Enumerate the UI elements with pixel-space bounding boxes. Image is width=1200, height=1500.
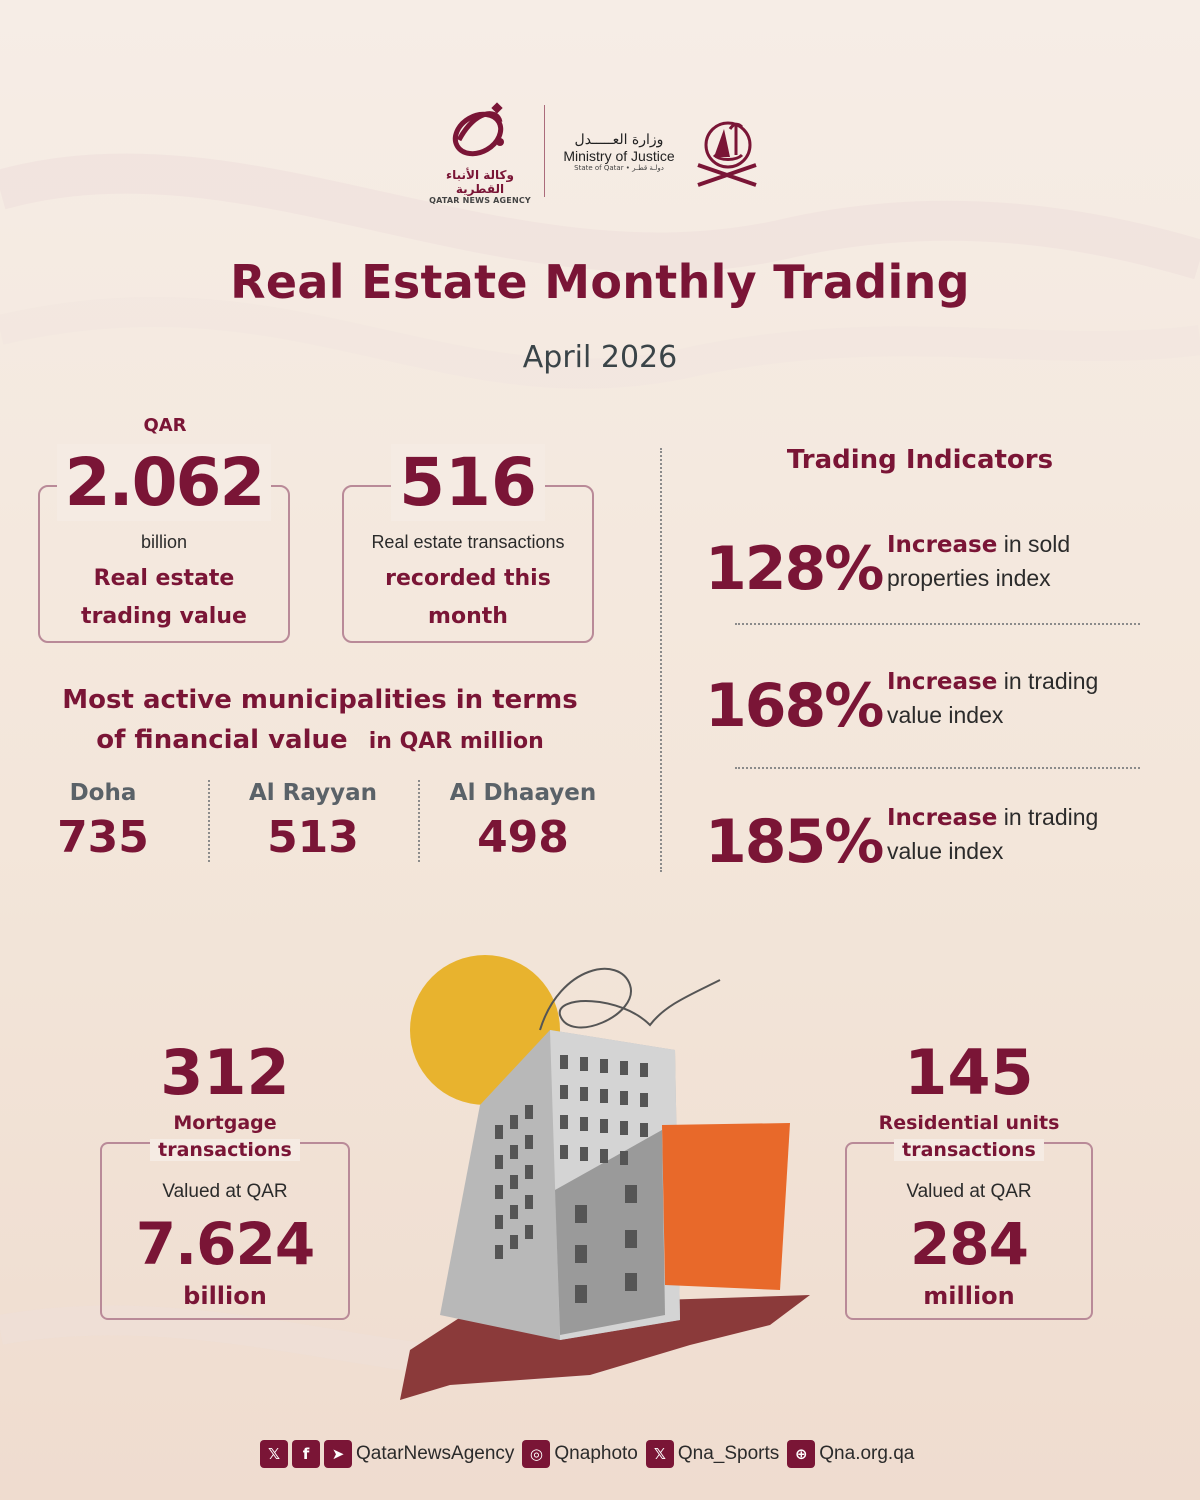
transactions-number: 516 xyxy=(342,444,594,521)
mortgage-label-1: Mortgage xyxy=(173,1112,277,1134)
municipalities-title-line2: of financial value xyxy=(96,725,348,755)
indicator-description: Increase in trading value index xyxy=(887,665,1147,732)
indicator-line2: properties index xyxy=(887,565,1051,591)
footer-website[interactable]: Qna.org.qa xyxy=(819,1443,915,1464)
lowrise-block xyxy=(555,1130,665,1335)
footer-social-links: 𝕏 f ➤ QatarNewsAgency ◎ Qnaphoto 𝕏 Qna_S… xyxy=(260,1437,960,1471)
municipalities-title-line1: Most active municipalities in terms xyxy=(62,685,578,715)
indicator-bold: Increase xyxy=(887,532,998,558)
trading-value-currency: QAR xyxy=(143,415,187,436)
municipalities-title: Most active municipalities in terms of f… xyxy=(40,680,600,762)
qna-english-name: QATAR NEWS AGENCY xyxy=(429,196,531,205)
mortgage-value: 7.624 xyxy=(135,1210,315,1278)
indicator-line2: value index xyxy=(887,838,1004,864)
mortgage-unit: billion xyxy=(183,1282,267,1310)
municipalities-title-line2-wrap: of financial value in QAR million xyxy=(40,720,600,762)
qatar-emblem-icon xyxy=(697,121,757,187)
mortgage-label-2-text: transactions xyxy=(150,1139,300,1161)
municipality-divider xyxy=(418,780,420,862)
municipality-divider xyxy=(208,780,210,862)
page-subtitle: April 2026 xyxy=(522,340,678,375)
municipality-value: 498 xyxy=(477,812,569,863)
municipality-al-rayyan: Al Rayyan 513 xyxy=(213,780,413,863)
transactions-desc: Real estate transactions xyxy=(371,532,565,552)
residential-value: 284 xyxy=(909,1210,1029,1278)
indicator-row: 185% Increase in trading value index xyxy=(705,801,1145,881)
trading-value-number: 2.062 xyxy=(38,444,290,521)
municipality-value: 513 xyxy=(267,812,359,863)
indicators-title: Trading Indicators xyxy=(786,445,1054,475)
indicator-divider xyxy=(735,767,1140,769)
trading-value-number-text: 2.062 xyxy=(56,444,272,521)
residential-count: 145 xyxy=(904,1036,1034,1109)
indicator-percent: 185% xyxy=(705,807,884,877)
trading-value-unit: billion xyxy=(140,532,188,552)
indicator-rest: in trading xyxy=(997,804,1099,830)
logo-divider xyxy=(544,105,545,197)
qna-emblem-icon xyxy=(452,102,504,157)
residential-unit: million xyxy=(923,1282,1015,1310)
orange-block xyxy=(662,1123,790,1290)
mortgage-valued-label: Valued at QAR xyxy=(162,1181,288,1202)
indicator-description: Increase in sold properties index xyxy=(887,528,1147,595)
municipality-name: Al Rayyan xyxy=(248,780,378,806)
municipality-doha: Doha 735 xyxy=(3,780,203,863)
telegram-icon[interactable]: ➤ xyxy=(324,1440,352,1468)
x-icon[interactable]: 𝕏 xyxy=(645,1440,674,1468)
instagram-icon[interactable]: ◎ xyxy=(522,1440,551,1468)
mortgage-label-2: transactions xyxy=(100,1137,350,1164)
indicator-percent: 128% xyxy=(705,534,884,604)
footer-handle-qna-sports[interactable]: Qna_Sports xyxy=(677,1443,780,1464)
indicator-bold: Increase xyxy=(887,669,998,695)
indicator-row: 128% Increase in sold properties index xyxy=(705,528,1145,608)
page-title: Real Estate Monthly Trading xyxy=(230,255,970,309)
indicator-rest: in sold xyxy=(997,531,1071,557)
transactions-label-2: month xyxy=(428,604,508,629)
municipality-al-dhaayen: Al Dhaayen 498 xyxy=(423,780,623,863)
municipality-name: Doha xyxy=(69,780,137,806)
x-icon[interactable]: 𝕏 xyxy=(260,1440,288,1468)
moj-arabic-name: وزارة العـــــدل xyxy=(574,132,664,148)
qna-arabic-name: وكالة الأنباء القطرية xyxy=(446,168,514,196)
residential-label-1: Residential units xyxy=(878,1112,1060,1134)
indicator-rest: in trading xyxy=(997,668,1099,694)
municipality-value: 735 xyxy=(57,812,149,863)
building-illustration xyxy=(400,955,810,1400)
transactions-number-text: 516 xyxy=(391,444,545,521)
moj-logo-text: وزارة العـــــدل Ministry of Justice Sta… xyxy=(554,132,684,172)
indicator-description: Increase in trading value index xyxy=(887,801,1147,868)
municipalities-unit: in QAR million xyxy=(368,729,544,754)
transactions-label-1: recorded this xyxy=(385,566,551,591)
footer-handle-qatarnewsagency[interactable]: QatarNewsAgency xyxy=(356,1443,515,1464)
footer-handle-qnaphoto[interactable]: Qnaphoto xyxy=(554,1443,638,1464)
residential-label-2-text: transactions xyxy=(894,1139,1044,1161)
residential-label-2: transactions xyxy=(845,1137,1093,1164)
trading-value-label-2: trading value xyxy=(81,604,247,629)
windows xyxy=(495,1055,648,1303)
municipality-name: Al Dhaayen xyxy=(449,780,597,806)
residential-valued-label: Valued at QAR xyxy=(906,1181,1032,1202)
qna-logo: وكالة الأنباء القطرية QATAR NEWS AGENCY xyxy=(420,100,540,205)
moj-english-name: Ministry of Justice xyxy=(563,148,675,164)
moj-state-name: State of Qatar • دولـة قطـر xyxy=(574,164,664,172)
globe-icon[interactable]: ⊕ xyxy=(787,1440,816,1468)
trading-value-label-1: Real estate xyxy=(93,566,235,591)
mortgage-count: 312 xyxy=(160,1036,290,1109)
indicator-divider xyxy=(735,623,1140,625)
indicator-percent: 168% xyxy=(705,671,884,741)
indicator-row: 168% Increase in trading value index xyxy=(705,665,1145,745)
header-logos: وكالة الأنباء القطرية QATAR NEWS AGENCY … xyxy=(420,100,780,205)
column-divider xyxy=(660,448,662,872)
facebook-icon[interactable]: f xyxy=(292,1440,320,1468)
scribble-decoration xyxy=(539,967,721,1031)
indicator-line2: value index xyxy=(887,702,1004,728)
indicator-bold: Increase xyxy=(887,805,998,831)
